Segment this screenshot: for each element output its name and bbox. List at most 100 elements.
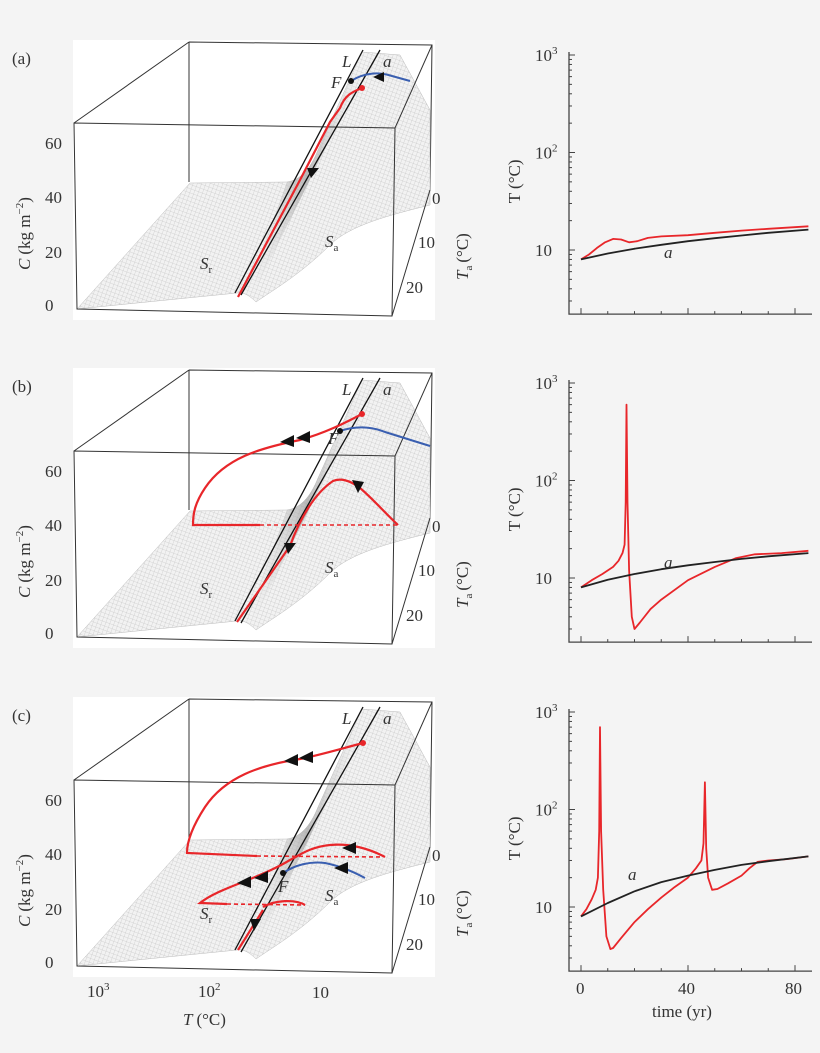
y-axis-title: T (°C)	[505, 817, 524, 861]
panel-b-trajectories	[191, 411, 431, 623]
series-line-trajectory	[580, 225, 809, 261]
label-L: L	[341, 380, 351, 399]
c-axis-tick: 20	[45, 571, 62, 590]
x-tick-label: 80	[785, 979, 802, 998]
y-tick-label: 10	[535, 898, 552, 917]
c-axis-tick: 20	[45, 900, 62, 919]
y-tick-label: 102	[535, 143, 558, 163]
series-label: a	[664, 553, 673, 572]
c-axis-title: C(kg m−2)	[14, 525, 34, 598]
trajectory-start-point	[359, 85, 365, 91]
y-tick-label: 103	[535, 702, 558, 722]
label-F: F	[330, 73, 342, 92]
trajectory-start-point	[360, 740, 366, 746]
label-F: F	[327, 429, 339, 448]
c-axis-tick: 20	[45, 243, 62, 262]
y-tick-label: 103	[535, 45, 558, 65]
c-axis-tick: 40	[45, 516, 62, 535]
label-F: F	[277, 877, 289, 896]
x-tick-label: 40	[678, 979, 695, 998]
trajectory-red-dashed	[226, 903, 306, 906]
y-tick-label: 102	[535, 471, 558, 491]
panel-label: (b)	[12, 377, 32, 396]
y-tick-label: 10	[535, 569, 552, 588]
trajectory-red-dashed	[256, 855, 384, 858]
series-line-trajectory	[580, 403, 809, 630]
y-tick-label: 10	[535, 241, 552, 260]
series-line-trajectory	[580, 726, 809, 950]
arrowhead-icon	[373, 72, 384, 82]
c-axis-title: C(kg m−2)	[14, 197, 34, 270]
fold-point-F	[348, 78, 354, 84]
t-axis-tick: 102	[198, 981, 221, 1001]
c-axis-tick: 0	[45, 296, 54, 315]
timeseries-chart-b: 103 102 10 T (°C) a	[505, 373, 812, 643]
label-Sa: Sa	[325, 886, 339, 908]
panel-label: (c)	[12, 706, 31, 725]
surface-panel-b: (b) 60 40 20 0 C(kg m−2) 0 10 20 Ta(°C) L a F Sr Sa	[12, 367, 475, 649]
arrowhead-icon	[296, 431, 310, 443]
c-axis-tick: 40	[45, 188, 62, 207]
ta-axis-title: Ta(°C)	[453, 561, 475, 608]
label-Sr: Sr	[200, 254, 213, 276]
series-line-a	[580, 855, 809, 918]
t-axis-title: T (°C)	[183, 1010, 226, 1029]
axes	[568, 52, 812, 315]
axes	[568, 709, 812, 972]
y-axis-title: T (°C)	[505, 488, 524, 532]
series-line-a	[580, 552, 809, 589]
arrowhead-icon	[250, 919, 261, 931]
fold-point-F	[337, 428, 343, 434]
slow-manifold-surface	[72, 39, 436, 321]
trajectory-red	[237, 900, 306, 951]
label-a: a	[383, 52, 392, 71]
ta-axis-tick: 10	[418, 890, 435, 909]
panel-label: (a)	[12, 49, 31, 68]
ta-axis-tick: 10	[418, 561, 435, 580]
label-a: a	[383, 380, 392, 399]
ta-axis-tick: 10	[418, 233, 435, 252]
arrowhead-icon	[342, 842, 356, 854]
y-tick-label: 102	[535, 800, 558, 820]
trajectory-red	[185, 741, 364, 858]
series-line-a	[580, 228, 809, 261]
timeseries-chart-c: 103 102 10 T (°C) 0 40 80 time (yr) a	[505, 702, 812, 1021]
x-tick-label: 0	[576, 979, 585, 998]
arrowhead-icon	[254, 871, 268, 883]
ta-axis-tick: 20	[406, 606, 423, 625]
label-L: L	[341, 52, 351, 71]
y-axis-title: T (°C)	[505, 160, 524, 204]
fold-point-F	[280, 870, 286, 876]
arrowhead-icon	[284, 754, 298, 766]
series-label: a	[664, 243, 673, 262]
arrowhead-icon	[280, 435, 294, 447]
c-axis-tick: 0	[45, 624, 54, 643]
label-Sa: Sa	[325, 232, 339, 254]
stable-branch-blue	[282, 861, 366, 879]
surface-panel-a: (a) 60 40 20 0 C(kg m−2) 0 10 20 Ta(°C) L a F Sr Sa	[12, 39, 475, 321]
trajectory-red	[237, 86, 363, 298]
ta-axis-tick: 20	[406, 935, 423, 954]
t-axis-tick: 103	[87, 981, 110, 1001]
arrowhead-icon	[307, 168, 319, 178]
series-label: a	[628, 865, 637, 884]
trajectory-start-point	[359, 411, 365, 417]
ta-axis-tick: 0	[432, 517, 441, 536]
c-axis-tick: 60	[45, 134, 62, 153]
label-Sr: Sr	[200, 904, 213, 926]
c-axis-tick: 60	[45, 791, 62, 810]
panel-c-trajectories: 103 102 10 T (°C)	[87, 740, 386, 1029]
x-axis-title: time (yr)	[652, 1002, 712, 1021]
arrowhead-icon	[352, 480, 364, 493]
c-axis-tick: 60	[45, 462, 62, 481]
label-a: a	[383, 709, 392, 728]
ta-axis-tick: 20	[406, 278, 423, 297]
stable-branch-blue	[350, 72, 411, 82]
stable-branch-blue	[339, 426, 431, 447]
axes	[568, 380, 812, 643]
c-axis-title: C(kg m−2)	[14, 854, 34, 927]
ta-axis-tick: 0	[432, 189, 441, 208]
label-Sa: Sa	[325, 558, 339, 580]
arrowhead-icon	[334, 862, 348, 874]
